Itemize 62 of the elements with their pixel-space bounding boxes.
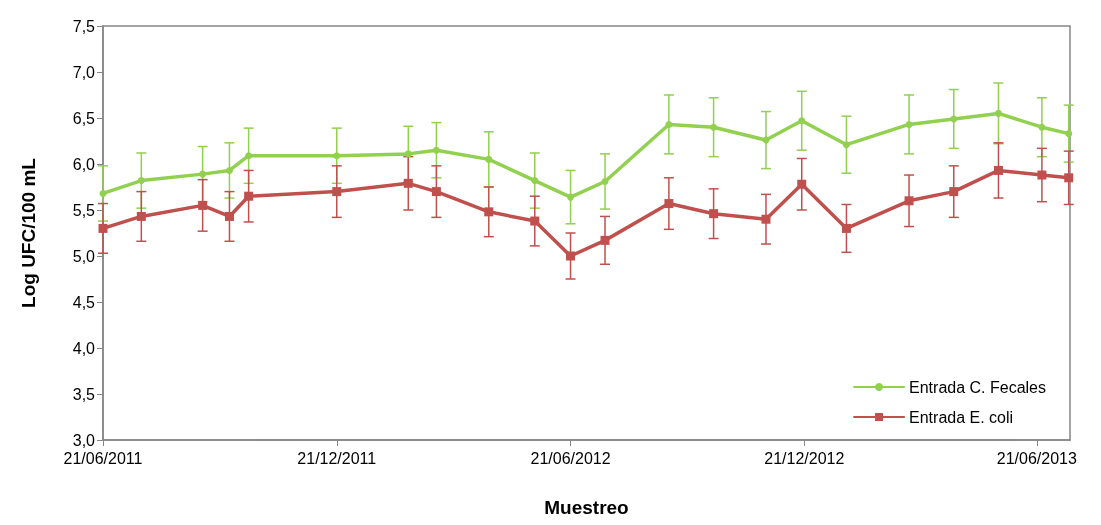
point xyxy=(225,166,233,174)
y-tick-label: 4,0 xyxy=(72,339,96,357)
x-axis-title: Muestreo xyxy=(544,497,629,518)
y-tick-label: 5,0 xyxy=(72,247,96,265)
point xyxy=(245,152,253,160)
point xyxy=(244,191,254,201)
y-axis-title: Log UFC/100 mL xyxy=(18,157,39,308)
point xyxy=(198,200,208,210)
point xyxy=(333,152,341,160)
point xyxy=(994,109,1002,117)
point xyxy=(993,165,1003,175)
point xyxy=(567,193,575,201)
point xyxy=(1037,170,1047,180)
point xyxy=(485,155,493,163)
point xyxy=(566,251,576,261)
y-tick-label: 5,5 xyxy=(72,201,96,219)
point xyxy=(797,179,807,189)
point xyxy=(431,187,441,197)
x-tick-label: 21/06/2011 xyxy=(63,449,143,467)
point xyxy=(224,211,234,221)
x-tick-label: 21/12/2012 xyxy=(764,449,845,467)
point xyxy=(664,199,674,209)
point xyxy=(1038,123,1046,131)
point xyxy=(332,187,342,197)
legend-label: Entrada C. Fecales xyxy=(909,378,1046,396)
point xyxy=(404,150,412,158)
y-tick-label: 3,5 xyxy=(72,385,96,403)
point xyxy=(531,177,539,185)
point xyxy=(199,170,207,178)
point xyxy=(601,177,609,185)
y-tick-label: 6,0 xyxy=(72,155,96,173)
y-tick-label: 4,5 xyxy=(72,293,96,311)
y-tick-label: 7,0 xyxy=(72,63,96,81)
point xyxy=(98,223,108,233)
point xyxy=(137,177,145,185)
point xyxy=(949,187,959,197)
point xyxy=(484,207,494,217)
y-tick-label: 6,5 xyxy=(72,109,96,127)
x-tick-label: 21/06/2012 xyxy=(530,449,611,467)
point xyxy=(99,189,107,197)
point xyxy=(710,123,718,131)
point xyxy=(842,141,850,149)
point xyxy=(761,214,771,224)
point xyxy=(403,178,413,188)
x-tick-label: 21/06/2013 xyxy=(996,449,1077,467)
x-tick-label: 21/12/2011 xyxy=(297,449,377,467)
point xyxy=(905,120,913,128)
point xyxy=(432,146,440,154)
point xyxy=(1065,130,1073,138)
y-tick-label: 7,5 xyxy=(72,17,96,35)
y-tick-label: 3,0 xyxy=(72,431,96,449)
point xyxy=(530,216,540,226)
point xyxy=(904,196,914,206)
point xyxy=(665,120,673,128)
point xyxy=(136,211,146,221)
legend-label: Entrada E. coli xyxy=(909,408,1014,426)
point xyxy=(600,235,610,245)
point xyxy=(950,115,958,123)
point xyxy=(798,117,806,125)
point xyxy=(1064,173,1074,183)
point xyxy=(841,223,851,233)
point xyxy=(709,209,719,219)
